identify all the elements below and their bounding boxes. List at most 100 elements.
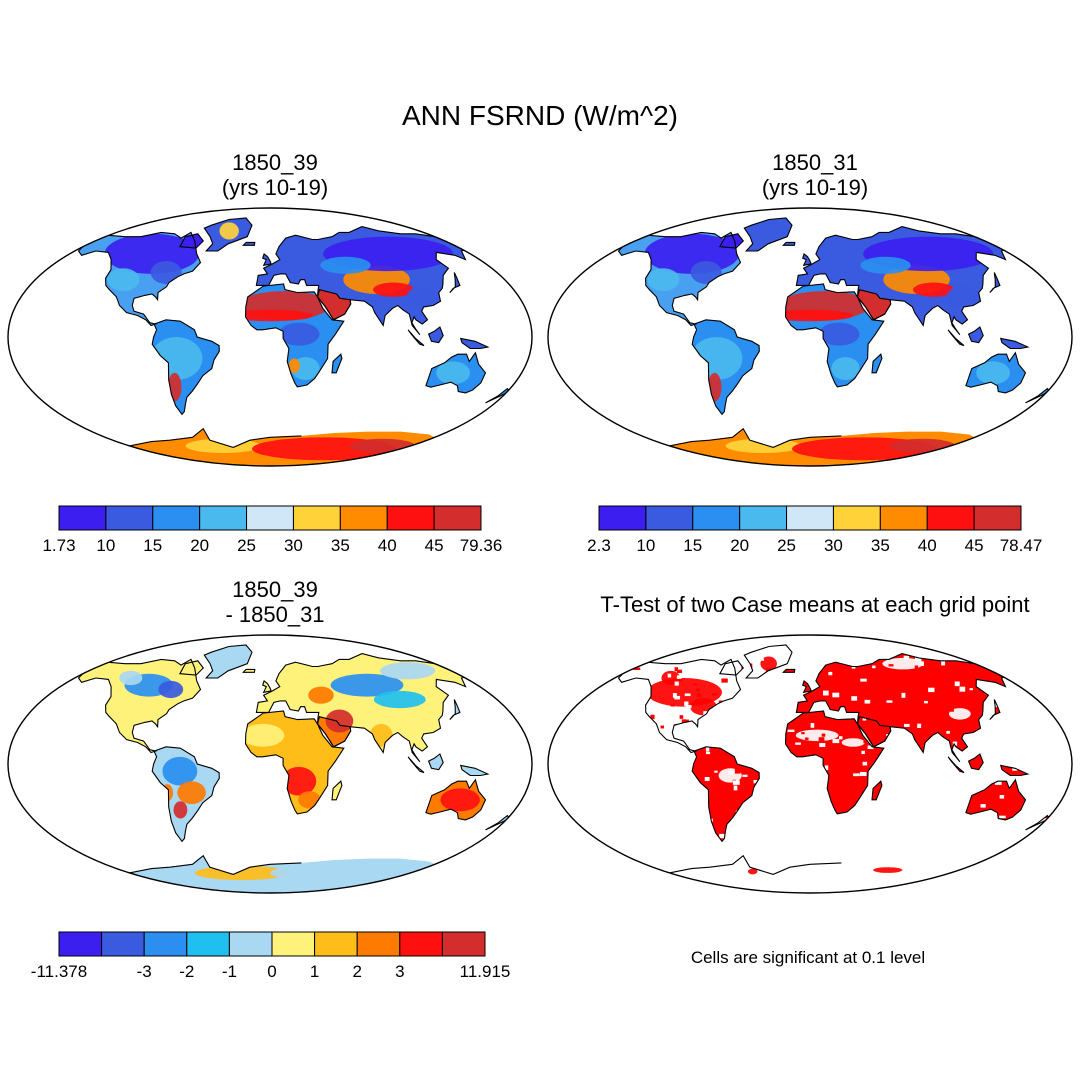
- land-madagascar: [332, 781, 342, 800]
- significance-cell: [957, 723, 964, 729]
- field-patch: [288, 358, 300, 373]
- panel-title-difference-line1: 1850_39: [232, 577, 318, 602]
- field-patch: [372, 282, 415, 297]
- significance-cell: [852, 671, 856, 675]
- significance-cell: [674, 667, 679, 672]
- significance-cell: [938, 703, 943, 706]
- significance-cell: [919, 661, 924, 667]
- coastline: [719, 233, 745, 249]
- colorbar-tick-label: -11.378: [30, 962, 88, 981]
- significance-cell: [733, 785, 738, 791]
- coastline: [989, 699, 1001, 720]
- significance-cell: [901, 692, 906, 698]
- significance-cell: [1022, 847, 1026, 850]
- coastline: [691, 319, 760, 416]
- coastline: [244, 283, 345, 388]
- coastline: [856, 289, 892, 321]
- significance-cell: [718, 700, 723, 703]
- significance-cell: [696, 693, 701, 698]
- land-arabia: [317, 289, 351, 320]
- coastline: [743, 644, 793, 679]
- land-iceland: [243, 242, 255, 246]
- coastline: [989, 272, 1001, 293]
- coastline: [425, 778, 487, 821]
- significance-cell: [714, 770, 718, 773]
- coastline: [802, 252, 812, 267]
- significance-cell: [834, 756, 839, 761]
- colorbar-tick-label: 35: [870, 536, 890, 555]
- panel-title-ttest: T-Test of two Case means at each grid po…: [575, 592, 1055, 617]
- significance-cell: [905, 695, 912, 700]
- significance-cell: [824, 765, 829, 771]
- panel-title-case1: 1850_39 (yrs 10-19): [55, 150, 495, 200]
- land-eurasia: [796, 653, 1013, 762]
- coastline: [449, 699, 461, 720]
- significance-cell: [949, 671, 957, 676]
- field-patch: [948, 708, 971, 720]
- coastline: [965, 351, 1027, 394]
- significance-cell: [1011, 848, 1015, 853]
- significance-cell: [679, 715, 684, 719]
- field-patch: [349, 438, 416, 454]
- colorbar-tick-label: 79.36: [459, 536, 503, 555]
- significance-cell: [720, 695, 727, 701]
- significance-cell: [819, 743, 826, 748]
- significance-cell: [903, 655, 910, 660]
- significance-cell: [657, 650, 661, 655]
- significance-cell: [810, 723, 815, 728]
- panel-title-case2: 1850_31 (yrs 10-19): [595, 150, 1035, 200]
- significance-note: Cells are significant at 0.1 level: [690, 948, 926, 967]
- colorbar-box: [433, 505, 482, 531]
- significance-cell: [684, 701, 689, 707]
- significance-cell: [969, 688, 973, 691]
- coastline: [967, 753, 984, 771]
- significance-cell: [917, 723, 922, 728]
- map-ttest: [547, 634, 1073, 894]
- significance-cell: [643, 708, 650, 713]
- significance-cell: [928, 687, 935, 693]
- coastline: [449, 272, 461, 293]
- significance-cell: [949, 707, 954, 712]
- panel-title-ttest-line1: T-Test of two Case means at each grid po…: [600, 592, 1030, 617]
- significance-cell: [861, 750, 865, 755]
- significance-cell: [672, 693, 677, 698]
- field-patch: [278, 322, 320, 346]
- significance-cell: [890, 688, 895, 692]
- panel-title-case1-line1: 1850_39: [232, 150, 318, 175]
- land-borneo: [428, 327, 444, 343]
- coastline: [316, 289, 352, 321]
- field-patch: [132, 700, 166, 719]
- field-patch: [380, 662, 436, 680]
- significance-cell: [872, 665, 876, 669]
- significance-cell: [888, 664, 894, 667]
- coastline: [179, 660, 205, 676]
- significance-cell: [851, 696, 858, 701]
- significance-cell: [721, 678, 728, 683]
- colorbar-tick-label: -2: [179, 962, 195, 981]
- coastline: [203, 644, 253, 679]
- significance-cell: [734, 804, 739, 809]
- colorbar-box: [386, 505, 435, 531]
- coastline: [331, 353, 343, 374]
- coastline: [316, 716, 352, 748]
- colorbar-case2: [598, 505, 1022, 531]
- colorbar-tick-label: 30: [823, 536, 843, 555]
- significance-cell: [875, 663, 880, 668]
- significance-cell: [907, 678, 914, 684]
- field-patch: [912, 282, 955, 297]
- land-australia: [965, 779, 1026, 820]
- coastline: [203, 217, 253, 252]
- significance-cell: [685, 705, 692, 709]
- significance-cell: [914, 665, 919, 670]
- field-patch: [647, 268, 680, 292]
- significance-cell: [763, 651, 771, 655]
- colorbar-box: [339, 505, 388, 531]
- coastline: [691, 746, 760, 843]
- significance-cell: [1022, 683, 1028, 688]
- coastline: [965, 778, 1027, 821]
- significance-cell: [862, 717, 867, 721]
- land-arabia: [857, 716, 891, 747]
- significance-cell: [916, 731, 920, 735]
- coastline: [719, 660, 745, 676]
- colorbar-box: [598, 505, 647, 531]
